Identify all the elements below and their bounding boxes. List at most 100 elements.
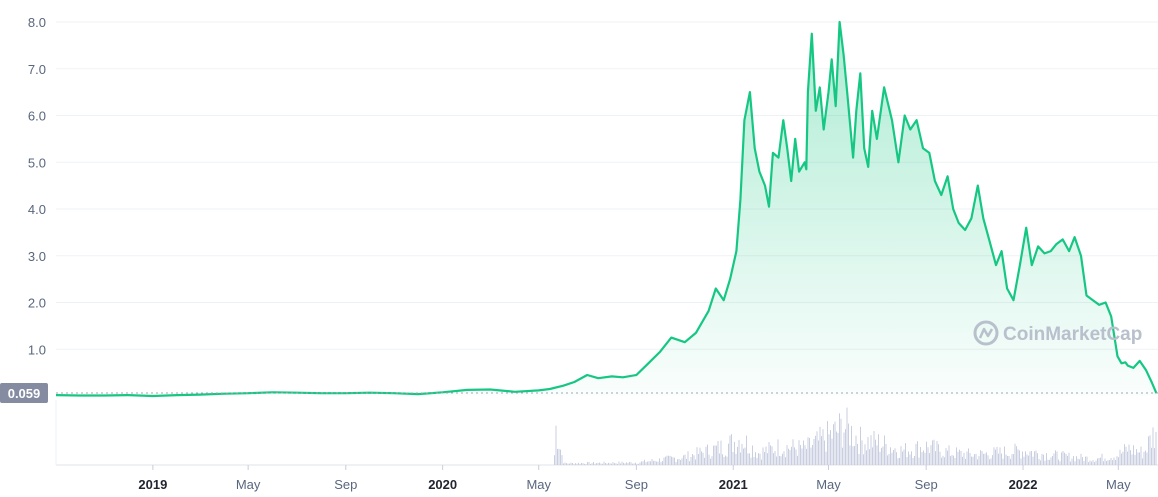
volume-bar <box>737 446 738 465</box>
volume-bar <box>704 457 705 465</box>
volume-bar <box>767 453 768 465</box>
volume-bar <box>644 459 645 465</box>
volume-bar <box>1130 450 1131 465</box>
volume-bar <box>608 462 609 465</box>
volume-bar <box>842 447 843 465</box>
volume-bar <box>903 449 905 465</box>
volume-bar <box>1146 452 1148 465</box>
volume-bar <box>1022 451 1023 465</box>
volume-bar <box>897 458 899 465</box>
volume-bar <box>768 442 770 465</box>
volume-bar <box>572 463 573 465</box>
volume-bar <box>633 463 635 465</box>
volume-bar <box>632 463 633 465</box>
volume-bar <box>591 463 593 465</box>
volume-bar <box>837 432 839 465</box>
volume-bar <box>776 456 777 465</box>
volume-bar <box>788 448 789 465</box>
price-series-line <box>55 20 1158 398</box>
volume-bar <box>785 457 786 465</box>
volume-bar <box>909 454 911 465</box>
volume-bar <box>656 461 657 465</box>
volume-bar <box>722 454 723 465</box>
volume-bar <box>930 445 932 465</box>
volume-bar <box>635 462 636 465</box>
volume-bar <box>818 440 819 465</box>
volume-bar <box>659 458 660 465</box>
volume-bar <box>779 456 780 465</box>
volume-bar <box>1103 461 1104 465</box>
volume-bar <box>920 447 921 465</box>
volume-bar <box>585 464 587 465</box>
volume-bar <box>902 451 903 465</box>
volume-bar <box>626 462 627 465</box>
volume-bar <box>1127 451 1128 465</box>
price-area <box>56 22 1157 396</box>
volume-bar <box>855 435 857 465</box>
volume-bar <box>941 457 942 465</box>
volume-bar <box>1128 444 1130 465</box>
volume-bar <box>1083 461 1085 465</box>
volume-bar <box>570 462 572 465</box>
volume-bar <box>660 462 662 465</box>
volume-bar <box>866 450 867 465</box>
volume-bar <box>747 453 749 465</box>
volume-bar <box>1005 454 1007 465</box>
volume-bar <box>797 455 798 465</box>
volume-bar <box>822 429 824 465</box>
volume-bar <box>980 450 981 465</box>
y-tick-label: 4.0 <box>28 202 46 217</box>
watermark: CoinMarketCap <box>973 320 1142 346</box>
volume-bar <box>773 453 774 465</box>
volume-bar <box>1044 460 1046 465</box>
volume-bar <box>870 435 872 465</box>
volume-bar <box>1080 453 1082 465</box>
volume-bar <box>761 459 762 465</box>
volume-bar <box>1137 452 1139 465</box>
volume-bar <box>1041 454 1043 465</box>
volume-bar <box>806 448 807 465</box>
volume-bar <box>884 435 885 465</box>
volume-bar <box>732 452 734 465</box>
volume-bar <box>786 445 788 465</box>
volume-bar <box>782 453 783 465</box>
volume-bar <box>1121 453 1122 465</box>
volume-bar <box>1140 446 1142 465</box>
volume-bar <box>612 462 614 465</box>
volume-bar <box>962 456 963 465</box>
volume-bar <box>753 457 755 465</box>
volume-bar <box>944 457 945 465</box>
volume-bar <box>594 463 596 465</box>
volume-bar <box>849 445 851 465</box>
volume-bar <box>1155 432 1157 465</box>
volume-bar <box>948 445 950 465</box>
volume-bar <box>1082 457 1083 465</box>
volume-bar <box>816 431 818 465</box>
volume-bar <box>642 461 644 465</box>
price-label-bg <box>0 383 48 403</box>
volume-bar <box>987 455 989 465</box>
volume-bar <box>809 437 810 465</box>
volume-bar <box>984 453 986 465</box>
volume-bar <box>926 441 927 465</box>
volume-bar <box>1062 451 1064 465</box>
volume-bar <box>1124 444 1125 465</box>
price-line[interactable] <box>55 20 1158 398</box>
volume-bar <box>1097 458 1098 465</box>
volume-bar <box>560 449 561 465</box>
volume-bar <box>1056 451 1058 465</box>
volume-bar <box>774 451 776 465</box>
volume-bar <box>650 461 651 465</box>
volume-bar <box>669 455 671 465</box>
volume-bar <box>696 447 698 465</box>
volume-bar <box>912 458 914 465</box>
volume-bar <box>729 435 731 465</box>
volume-bar <box>951 455 953 465</box>
volume-bar <box>953 455 954 465</box>
volume-bar <box>558 448 560 465</box>
volume-bar <box>954 458 956 465</box>
volume-bar <box>1074 461 1076 465</box>
volume-bar <box>792 439 794 465</box>
x-tick-label: Sep <box>625 477 648 492</box>
